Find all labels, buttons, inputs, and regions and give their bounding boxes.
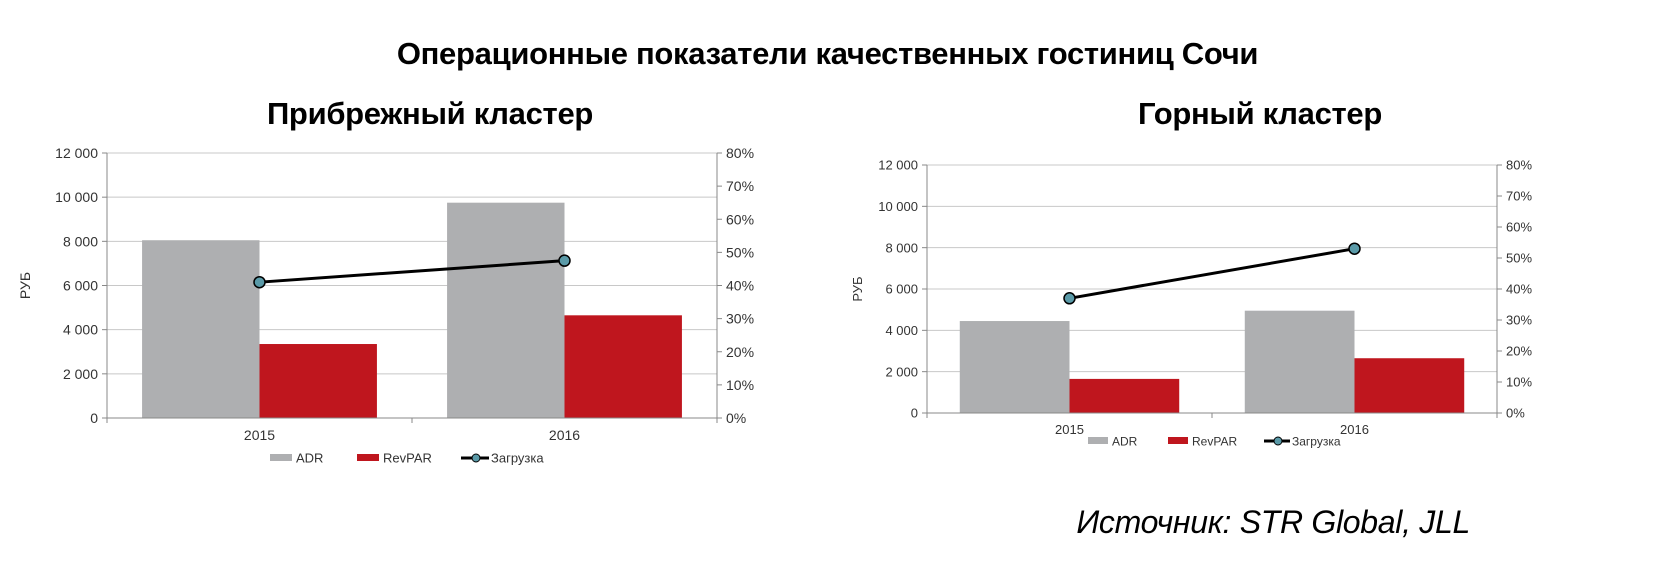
y-tick-label: 6 000 — [885, 282, 918, 297]
y2-tick-label: 40% — [726, 278, 754, 294]
legend-label: RevPAR — [1192, 434, 1237, 448]
bar-adr-2016 — [447, 202, 565, 418]
y-axis-title: РУБ — [850, 276, 865, 301]
y2-tick-label: 20% — [726, 344, 754, 360]
line-occupancy — [1069, 247, 1355, 300]
bar-revpar-2015 — [1069, 378, 1180, 413]
occupancy-point — [253, 275, 266, 289]
x-tick-label: 2016 — [549, 427, 580, 443]
legend-swatch-revpar — [1168, 437, 1188, 444]
legend-swatch-adr — [1088, 437, 1108, 444]
y2-tick-label: 70% — [726, 178, 754, 194]
y-tick-label: 4 000 — [63, 322, 98, 338]
y2-tick-label: 10% — [1506, 375, 1532, 390]
y-axis-title: РУБ — [17, 272, 33, 299]
legend-label: RevPAR — [383, 451, 432, 466]
bar-revpar-2015 — [259, 344, 377, 418]
y-tick-label: 6 000 — [63, 278, 98, 294]
y2-tick-label: 10% — [726, 377, 754, 393]
page-title: Операционные показатели качественных гос… — [396, 36, 1259, 71]
y-tick-label: 8 000 — [63, 233, 98, 249]
y-tick-label: 4 000 — [885, 323, 918, 338]
legend-label: Загрузка — [1292, 434, 1341, 448]
legend-label: Загрузка — [491, 451, 544, 466]
y-tick-label: 10 000 — [55, 189, 98, 205]
y2-tick-label: 70% — [1506, 189, 1532, 204]
y-tick-label: 12 000 — [55, 145, 98, 161]
legend-marker-occupancy — [471, 453, 481, 463]
bar-adr-2015 — [959, 321, 1070, 413]
y-tick-label: 0 — [911, 406, 918, 421]
legend-swatch-adr — [270, 454, 292, 461]
y2-tick-label: 0% — [1506, 406, 1525, 421]
y2-tick-label: 40% — [1506, 282, 1532, 297]
y-tick-label: 10 000 — [878, 199, 918, 214]
occupancy-point — [558, 254, 571, 267]
y2-tick-label: 50% — [1506, 251, 1532, 266]
y2-tick-label: 30% — [726, 311, 754, 327]
legend-marker-occupancy — [1273, 436, 1283, 446]
y-tick-label: 0 — [90, 410, 98, 426]
line-occupancy — [259, 259, 565, 284]
source-note: Источник: STR Global, JLL — [1076, 504, 1470, 540]
y2-tick-label: 60% — [1506, 220, 1532, 235]
y2-tick-label: 0% — [726, 410, 746, 426]
y-tick-label: 8 000 — [885, 240, 918, 255]
x-tick-label: 2016 — [1340, 422, 1369, 437]
y-tick-label: 12 000 — [878, 158, 918, 173]
occupancy-point — [1348, 242, 1361, 255]
chart-title-mountain: Горный кластер — [1138, 96, 1382, 131]
y2-tick-label: 80% — [1506, 158, 1532, 173]
occupancy-point — [1063, 292, 1076, 305]
chart-title-coastal: Прибрежный кластер — [266, 96, 594, 131]
bar-adr-2015 — [142, 240, 260, 418]
y-tick-label: 2 000 — [63, 366, 98, 382]
x-tick-label: 2015 — [244, 427, 275, 443]
y2-tick-label: 50% — [726, 244, 754, 260]
legend-label: ADR — [1112, 434, 1138, 448]
y2-tick-label: 60% — [726, 211, 754, 227]
y2-tick-label: 20% — [1506, 344, 1532, 359]
bar-revpar-2016 — [1354, 358, 1465, 413]
bar-revpar-2016 — [564, 315, 682, 418]
y2-tick-label: 80% — [726, 145, 754, 161]
legend-swatch-revpar — [357, 454, 379, 461]
legend-label: ADR — [296, 451, 323, 466]
x-tick-label: 2015 — [1055, 422, 1084, 437]
y-tick-label: 2 000 — [885, 364, 918, 379]
bar-adr-2016 — [1244, 310, 1355, 413]
y2-tick-label: 30% — [1506, 313, 1532, 328]
